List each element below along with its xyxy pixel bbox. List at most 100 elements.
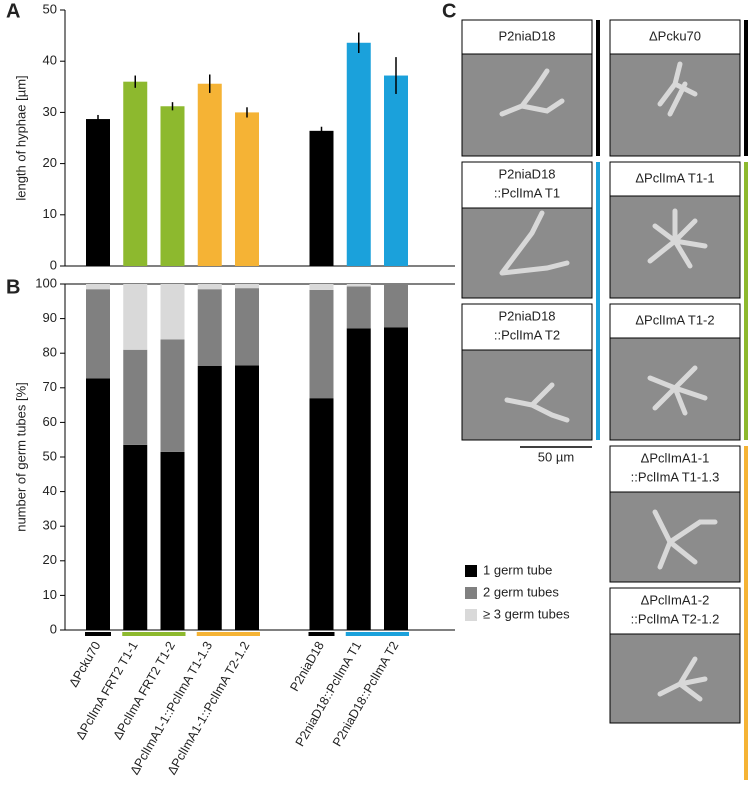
panel-label: C bbox=[442, 0, 456, 22]
y-axis-title: length of hyphae [µm] bbox=[13, 75, 28, 200]
bar bbox=[346, 42, 371, 266]
x-tick-label: ΔPcku70 bbox=[66, 639, 103, 689]
micrograph-panel: ΔPclImA1-2::PclImA T2-1.2 bbox=[609, 587, 741, 724]
bar-segment bbox=[384, 284, 408, 328]
image-label: ΔPclImA T1-2 bbox=[635, 312, 714, 327]
group-bar bbox=[744, 162, 748, 440]
y-tick-label: 0 bbox=[50, 621, 57, 636]
bar-segment bbox=[346, 284, 371, 287]
micrograph-panel: ΔPclImA T1-1 bbox=[609, 161, 741, 299]
panel-label: B bbox=[6, 276, 20, 298]
group-bar bbox=[596, 162, 600, 440]
micrograph-panel: ΔPcku70 bbox=[609, 19, 741, 157]
bar-segment bbox=[346, 286, 371, 329]
y-tick-label: 20 bbox=[43, 155, 57, 170]
bar bbox=[86, 119, 110, 266]
bar-segment bbox=[86, 284, 110, 290]
legend-label: 2 germ tubes bbox=[483, 584, 559, 599]
hyphae bbox=[504, 382, 570, 423]
group-bar bbox=[744, 20, 748, 156]
y-tick-label: 60 bbox=[43, 414, 57, 429]
group-line bbox=[196, 632, 260, 636]
hyphae bbox=[657, 61, 698, 117]
image-label: P2niaD18 bbox=[498, 166, 555, 181]
bar-segment bbox=[309, 289, 334, 399]
y-tick-label: 50 bbox=[43, 448, 57, 463]
bar-segment bbox=[197, 289, 222, 367]
x-tick-label: P2niaD18::PclImA T2 bbox=[330, 639, 401, 749]
hyphae bbox=[499, 210, 570, 276]
bar-segment bbox=[309, 284, 334, 290]
image-label: P2niaD18 bbox=[498, 308, 555, 323]
image-label: ::PclImA T1-1.3 bbox=[631, 469, 720, 484]
scale-bar-label: 50 µm bbox=[538, 449, 574, 464]
micrograph bbox=[610, 634, 740, 723]
y-axis-title: number of germ tubes [%] bbox=[13, 382, 28, 532]
y-tick-label: 100 bbox=[35, 275, 57, 290]
image-label: ΔPcku70 bbox=[649, 28, 701, 43]
bar bbox=[235, 112, 259, 267]
y-tick-label: 40 bbox=[43, 53, 57, 68]
bar-segment bbox=[123, 444, 148, 630]
bar-segment bbox=[86, 378, 110, 630]
bar bbox=[197, 83, 222, 266]
group-line bbox=[308, 632, 335, 636]
group-line bbox=[345, 632, 409, 636]
legend-swatch bbox=[465, 587, 477, 599]
micrograph-panel: P2niaD18::PclImA T2 bbox=[461, 303, 593, 441]
bar-segment bbox=[160, 284, 185, 340]
y-tick-label: 10 bbox=[43, 206, 57, 221]
legend-label: ≥ 3 germ tubes bbox=[483, 606, 570, 621]
micrograph-panel: P2niaD18::PclImA T1 bbox=[461, 161, 593, 299]
image-label: ΔPclImA T1-1 bbox=[635, 170, 714, 185]
legend-swatch bbox=[465, 565, 477, 577]
hyphae bbox=[647, 208, 708, 269]
bar-segment bbox=[235, 365, 259, 630]
micrograph bbox=[462, 208, 592, 298]
group-bar bbox=[596, 20, 600, 156]
panel-label: A bbox=[6, 0, 20, 22]
y-tick-label: 50 bbox=[43, 1, 57, 16]
bar-segment bbox=[235, 284, 259, 289]
bar-segment bbox=[384, 327, 408, 630]
image-label: ::PclImA T2-1.2 bbox=[631, 611, 720, 626]
bar-segment bbox=[197, 366, 222, 630]
y-tick-label: 20 bbox=[43, 552, 57, 567]
micrograph-panel: ΔPclImA T1-2 bbox=[609, 303, 741, 441]
bar bbox=[309, 130, 334, 266]
image-label: ::PclImA T1 bbox=[494, 185, 560, 200]
micrograph bbox=[462, 350, 592, 440]
bar-segment bbox=[160, 339, 185, 452]
y-tick-label: 90 bbox=[43, 310, 57, 325]
image-label: ΔPclImA1-1 bbox=[641, 450, 710, 465]
legend-label: 1 germ tube bbox=[483, 562, 552, 577]
bar-segment bbox=[309, 398, 334, 630]
hyphae bbox=[647, 365, 708, 416]
group-line bbox=[85, 632, 111, 636]
bar bbox=[160, 106, 185, 266]
bar-segment bbox=[86, 289, 110, 379]
group-bar bbox=[744, 446, 748, 780]
y-tick-label: 10 bbox=[43, 587, 57, 602]
hyphae bbox=[499, 68, 565, 117]
micrograph-panel: ΔPclImA1-1::PclImA T1-1.3 bbox=[609, 445, 741, 583]
bar-segment bbox=[346, 328, 371, 630]
legend-swatch bbox=[465, 609, 477, 621]
bar-segment bbox=[123, 349, 148, 445]
group-line bbox=[122, 632, 186, 636]
y-tick-label: 30 bbox=[43, 518, 57, 533]
y-tick-label: 40 bbox=[43, 483, 57, 498]
hyphae bbox=[652, 509, 718, 570]
image-label: ΔPclImA1-2 bbox=[641, 592, 710, 607]
y-tick-label: 70 bbox=[43, 379, 57, 394]
bar bbox=[384, 75, 408, 266]
x-tick-label: P2niaD18 bbox=[287, 639, 327, 694]
bar-segment bbox=[235, 288, 259, 366]
hyphae bbox=[657, 656, 708, 702]
y-tick-label: 30 bbox=[43, 104, 57, 119]
bar-segment bbox=[123, 284, 148, 350]
y-tick-label: 80 bbox=[43, 345, 57, 360]
x-tick-label: P2niaD18::PclImA T1 bbox=[293, 639, 364, 749]
micrograph-panel: P2niaD18 bbox=[461, 19, 593, 157]
